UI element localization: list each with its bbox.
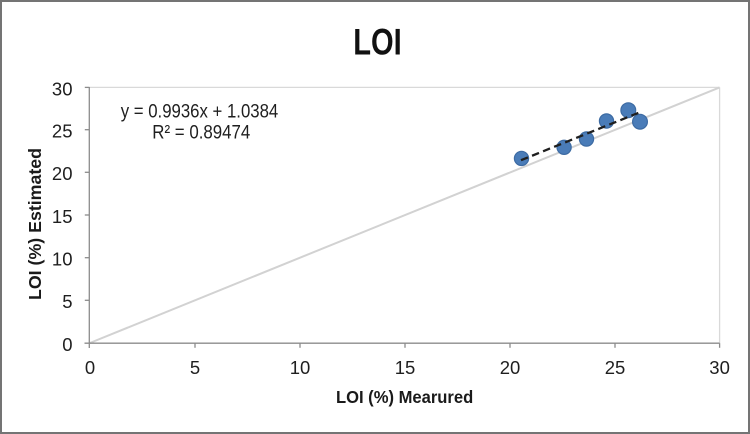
svg-text:25: 25 [605,357,626,378]
svg-text:LOI: LOI [353,22,402,63]
svg-text:30: 30 [52,78,73,99]
svg-text:5: 5 [62,291,72,312]
svg-text:15: 15 [52,206,73,227]
svg-text:y = 0.9936x + 1.0384: y = 0.9936x + 1.0384 [121,101,279,122]
svg-text:10: 10 [52,249,73,270]
svg-text:10: 10 [290,357,311,378]
svg-text:5: 5 [190,357,200,378]
svg-text:0: 0 [85,357,95,378]
svg-text:25: 25 [52,121,73,142]
svg-text:LOI (%) Estimated: LOI (%) Estimated [25,148,45,300]
svg-text:30: 30 [709,357,730,378]
svg-text:0: 0 [62,334,72,355]
svg-text:15: 15 [395,357,416,378]
svg-text:20: 20 [500,357,521,378]
svg-text:20: 20 [52,163,73,184]
svg-text:R² = 0.89474: R² = 0.89474 [152,122,250,143]
svg-text:LOI (%) Mearured: LOI (%) Mearured [336,387,473,407]
